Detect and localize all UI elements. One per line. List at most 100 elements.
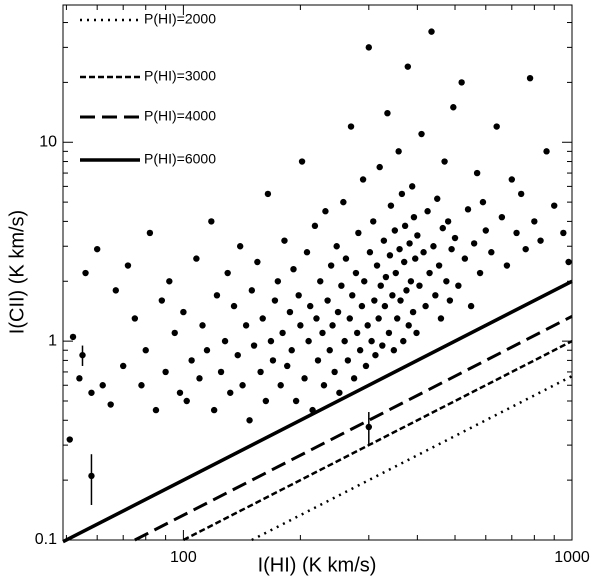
point xyxy=(324,297,331,304)
point xyxy=(311,222,319,230)
point xyxy=(398,190,406,198)
point xyxy=(467,302,475,310)
point xyxy=(180,308,187,316)
point xyxy=(384,109,391,117)
point xyxy=(394,315,401,322)
y-tick-label: 10 xyxy=(39,133,57,150)
point xyxy=(69,333,77,341)
point xyxy=(281,237,288,244)
point xyxy=(397,297,404,304)
point xyxy=(391,227,399,234)
point xyxy=(517,190,525,198)
point xyxy=(305,337,312,345)
point xyxy=(334,308,342,316)
point xyxy=(353,329,361,337)
point xyxy=(358,302,366,310)
point xyxy=(412,255,419,262)
point xyxy=(342,255,350,262)
point xyxy=(242,322,250,329)
point xyxy=(326,347,333,354)
error-point xyxy=(365,423,373,431)
point xyxy=(488,249,495,256)
point xyxy=(158,297,166,304)
point xyxy=(424,208,431,215)
point xyxy=(503,262,511,269)
plot-frame xyxy=(62,4,573,541)
point xyxy=(107,401,114,408)
point xyxy=(381,302,389,310)
y-tick-label: 0.1 xyxy=(35,531,57,548)
point xyxy=(292,397,300,405)
point xyxy=(119,362,127,370)
point xyxy=(303,249,311,256)
point xyxy=(210,406,218,414)
point xyxy=(267,337,275,345)
point xyxy=(404,63,412,70)
point xyxy=(333,243,340,250)
point xyxy=(199,322,206,329)
point xyxy=(319,329,326,337)
point xyxy=(364,322,371,329)
point xyxy=(479,198,487,206)
point xyxy=(409,308,417,316)
point xyxy=(498,213,506,221)
point xyxy=(441,158,448,165)
point xyxy=(464,206,472,213)
point xyxy=(403,287,410,294)
point xyxy=(99,382,106,389)
point xyxy=(221,337,229,345)
point xyxy=(437,315,445,322)
point xyxy=(406,240,413,247)
point xyxy=(288,347,295,354)
point xyxy=(396,245,403,253)
point xyxy=(227,389,234,396)
legend-label: P(HI)=6000 xyxy=(144,151,216,167)
point xyxy=(171,329,178,337)
point xyxy=(203,347,211,354)
point xyxy=(277,382,284,389)
point xyxy=(271,297,279,304)
point xyxy=(262,397,270,405)
point xyxy=(341,337,348,345)
point xyxy=(385,329,393,337)
point xyxy=(387,202,395,209)
point xyxy=(239,382,246,389)
point xyxy=(451,234,459,242)
point xyxy=(361,278,368,285)
point xyxy=(254,258,261,266)
point xyxy=(365,44,373,51)
point xyxy=(543,148,550,155)
point xyxy=(422,302,429,310)
point xyxy=(376,163,383,171)
point xyxy=(257,368,264,376)
point xyxy=(420,249,427,256)
point xyxy=(400,258,408,266)
point xyxy=(331,368,338,376)
point xyxy=(414,232,421,239)
point xyxy=(450,104,457,111)
point xyxy=(344,357,352,364)
point xyxy=(193,255,200,262)
point xyxy=(395,148,402,155)
point xyxy=(246,417,253,424)
point xyxy=(297,322,304,329)
point xyxy=(531,218,538,225)
point xyxy=(560,229,567,237)
model-line xyxy=(62,279,573,544)
point xyxy=(366,249,374,256)
point xyxy=(284,362,291,370)
point xyxy=(230,302,238,310)
point xyxy=(522,245,529,253)
point xyxy=(476,269,484,277)
point xyxy=(416,282,423,289)
point xyxy=(434,195,441,202)
point xyxy=(248,287,256,294)
point xyxy=(405,322,412,329)
point xyxy=(314,357,322,364)
point xyxy=(76,375,83,382)
point xyxy=(347,123,355,130)
point xyxy=(513,229,520,237)
point xyxy=(461,255,469,262)
x-tick-label: 1000 xyxy=(554,549,590,566)
point xyxy=(236,243,244,250)
